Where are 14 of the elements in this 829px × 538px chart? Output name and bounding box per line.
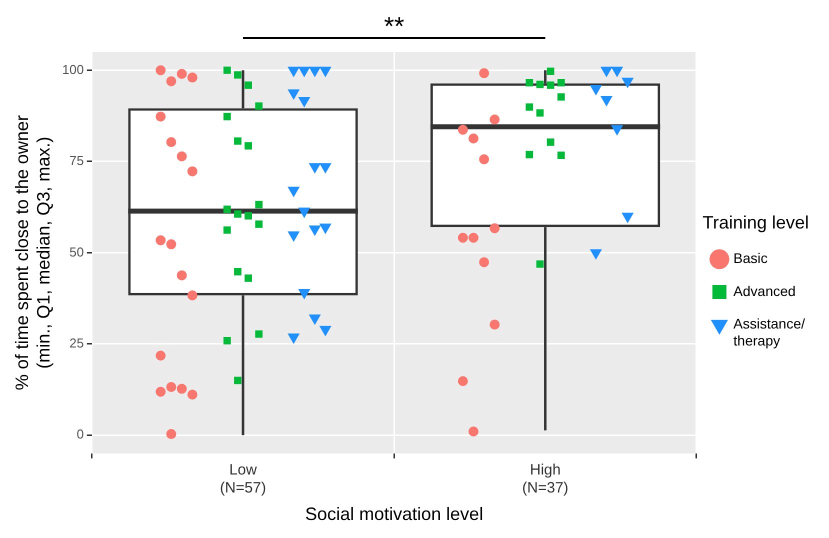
text: ** [384, 11, 404, 41]
y-tick-label: 75 [69, 153, 84, 168]
y-tick-label: 0 [76, 426, 84, 442]
x-tick-label: Low (N=57) [220, 462, 266, 497]
legend-title: Training level [702, 212, 809, 233]
y-axis-title: % of time spent close to the owner (min., Q1, median, Q3, max.) [12, 115, 54, 390]
legend-label: Advanced [733, 282, 796, 299]
y-tick-label: 100 [62, 62, 84, 77]
x-tick-label: High (N=37) [522, 462, 568, 497]
legend-label: Assistance/ therapy [733, 316, 806, 348]
y-tick-label: 25 [69, 336, 84, 351]
y-tick-label: 50 [69, 244, 84, 260]
x-axis-title: Social motivation level [305, 504, 484, 524]
legend-label: Basic [733, 250, 768, 266]
